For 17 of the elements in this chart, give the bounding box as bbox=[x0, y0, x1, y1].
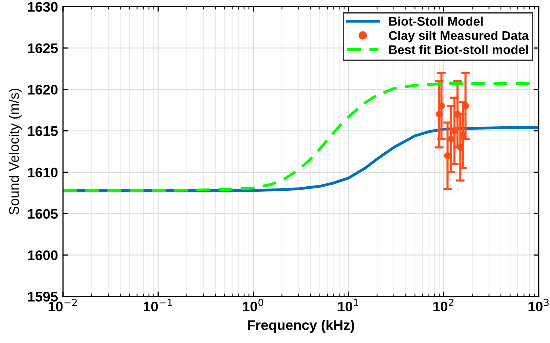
x-tick-label: 10$^{2}$ bbox=[434, 298, 454, 312]
legend-label: Biot-Stoll Model bbox=[390, 16, 483, 26]
y-tick-label: 1610 bbox=[28, 168, 58, 178]
legend-label: Best fit Biot-stoll model bbox=[390, 45, 528, 54]
y-tick-label: 1625 bbox=[28, 44, 58, 54]
x-tick-label: 10$^{3}$ bbox=[528, 298, 549, 312]
x-tick-label: 10$^{1}$ bbox=[338, 299, 358, 312]
y-axis-title: Sound Velocity (m/s) bbox=[8, 88, 22, 215]
y-tick-label: 1600 bbox=[28, 250, 58, 260]
legend-label: Clay silt Measured Data bbox=[389, 31, 530, 43]
x-axis-title: Frequency (kHz) bbox=[248, 320, 354, 334]
y-tick-label: 1620 bbox=[28, 85, 58, 95]
y-tick-label: 1615 bbox=[28, 126, 58, 136]
y-tick-label: 1605 bbox=[28, 209, 58, 220]
x-tick-label: 10$^{−1}$ bbox=[144, 299, 172, 312]
x-tick-label: 10$^{0}$ bbox=[243, 298, 264, 312]
y-tick-label: 1630 bbox=[28, 2, 58, 12]
